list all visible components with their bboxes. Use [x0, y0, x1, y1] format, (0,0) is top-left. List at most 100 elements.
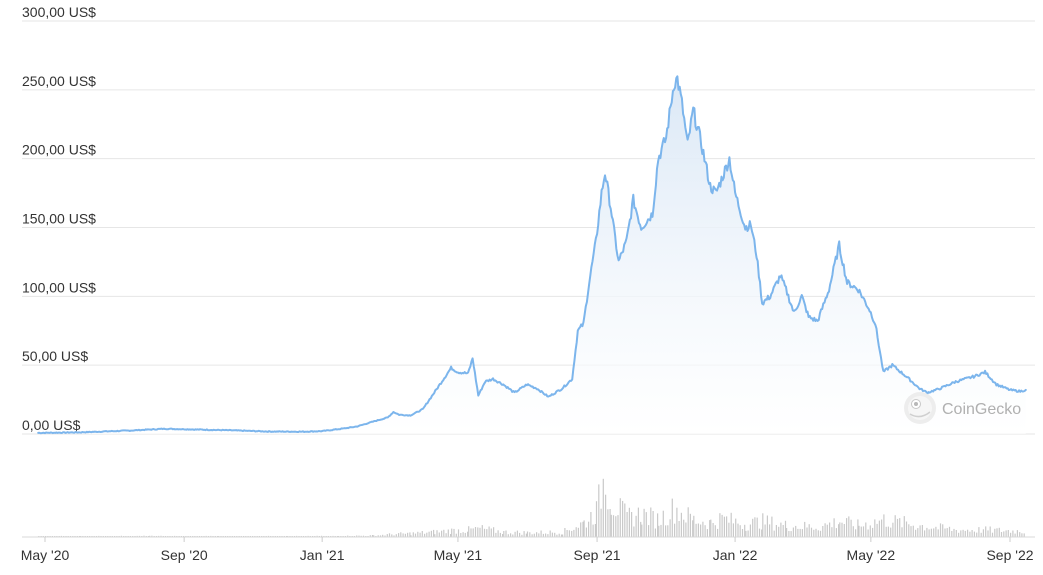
volume-bar: [732, 523, 734, 537]
volume-bar: [379, 535, 382, 537]
volume-bar: [752, 518, 754, 537]
y-tick-label: 250,00 US$: [22, 73, 96, 89]
volume-bar: [174, 535, 176, 537]
volume-bar: [609, 509, 611, 537]
volume-bar: [788, 531, 790, 537]
volume-bar: [551, 532, 553, 537]
volume-bar: [510, 533, 512, 537]
volume-bar: [607, 509, 609, 537]
volume-bar: [558, 533, 560, 537]
volume-bar: [784, 520, 787, 537]
volume-bar: [419, 532, 421, 537]
volume-bar: [428, 531, 430, 537]
volume-bar: [457, 529, 460, 537]
volume-bar: [490, 528, 492, 537]
volume-bar: [890, 527, 892, 537]
volume-bar: [687, 507, 689, 537]
volume-bar: [939, 523, 942, 537]
volume-bar: [878, 520, 880, 537]
volume-bar: [667, 525, 669, 537]
volume-bar: [538, 533, 540, 537]
volume-bar: [948, 526, 951, 537]
volume-bar: [635, 515, 637, 537]
y-tick-label: 0,00 US$: [22, 417, 81, 433]
volume-bar: [347, 535, 349, 537]
x-tick-label: Jan '21: [300, 547, 345, 563]
volume-bar: [887, 526, 889, 537]
volume-bar: [951, 531, 953, 537]
volume-bar: [808, 524, 810, 537]
volume-bar: [356, 535, 358, 537]
volume-bar: [332, 535, 334, 537]
volume-bar: [600, 508, 602, 537]
volume-bar: [662, 510, 664, 537]
volume-bar: [407, 532, 409, 537]
volume-bar: [928, 529, 930, 537]
y-tick-label: 100,00 US$: [22, 279, 96, 295]
y-tick-label: 200,00 US$: [22, 142, 96, 158]
volume-bar: [426, 532, 428, 537]
volume-bar: [136, 535, 138, 537]
volume-bar: [594, 524, 596, 537]
volume-bar: [795, 525, 797, 537]
x-tick-label: Sep '22: [986, 547, 1033, 563]
volume-bar: [841, 522, 843, 537]
volume-bar: [566, 530, 568, 537]
volume-bar: [858, 525, 860, 537]
volume-bar: [382, 534, 384, 537]
volume-bar: [946, 528, 948, 537]
volume-bar: [453, 528, 455, 537]
volume-bar: [267, 535, 270, 537]
volume-bar: [745, 530, 747, 537]
volume-bar: [393, 535, 395, 537]
volume-bar: [564, 528, 566, 537]
volume-bar: [872, 527, 874, 537]
volume-bar: [98, 535, 100, 537]
volume-bar: [505, 530, 507, 537]
x-tick-label: May '22: [847, 547, 896, 563]
volume-bar: [384, 535, 386, 537]
volume-bar: [519, 532, 521, 537]
volume-bar: [568, 530, 570, 537]
volume-bar: [516, 530, 518, 537]
volume-bar: [908, 524, 910, 537]
volume-bar: [1019, 532, 1021, 537]
volume-bar: [1000, 532, 1003, 537]
volume-bar: [714, 525, 716, 537]
volume-bar: [377, 535, 379, 537]
volume-bar: [398, 533, 400, 537]
volume-bar: [542, 533, 544, 537]
volume-bar: [775, 525, 777, 537]
volume-bar: [583, 520, 585, 537]
volume-bar: [874, 519, 876, 537]
volume-bar: [540, 530, 542, 537]
volume-bar: [790, 531, 792, 537]
volume-bar: [967, 529, 969, 537]
volume-bar: [149, 535, 151, 537]
volume-bar: [1005, 530, 1007, 537]
volume-bar: [545, 533, 547, 537]
volume-bar: [905, 521, 908, 537]
volume-bar: [388, 533, 391, 537]
price-line[interactable]: [37, 75, 1027, 435]
volume-bar: [846, 518, 848, 537]
volume-bar: [692, 520, 694, 537]
volume-bar: [1021, 533, 1023, 537]
volume-bar: [421, 531, 423, 537]
volume-bar: [493, 527, 495, 537]
volume-bar: [998, 527, 1000, 537]
volume-bar: [797, 528, 799, 537]
volume-bar: [817, 530, 819, 537]
volume-bar: [414, 533, 417, 537]
volume-bar: [717, 528, 719, 537]
volume-bar: [641, 524, 643, 537]
volume-bar: [862, 526, 865, 537]
volume-bar: [595, 501, 598, 537]
volume-bar: [876, 523, 878, 537]
volume-bar: [801, 529, 803, 537]
volume-bar: [402, 533, 404, 537]
volume-bar: [438, 532, 440, 537]
volume-bar: [850, 519, 852, 537]
volume-bar: [937, 529, 939, 537]
volume-bar: [726, 516, 728, 537]
